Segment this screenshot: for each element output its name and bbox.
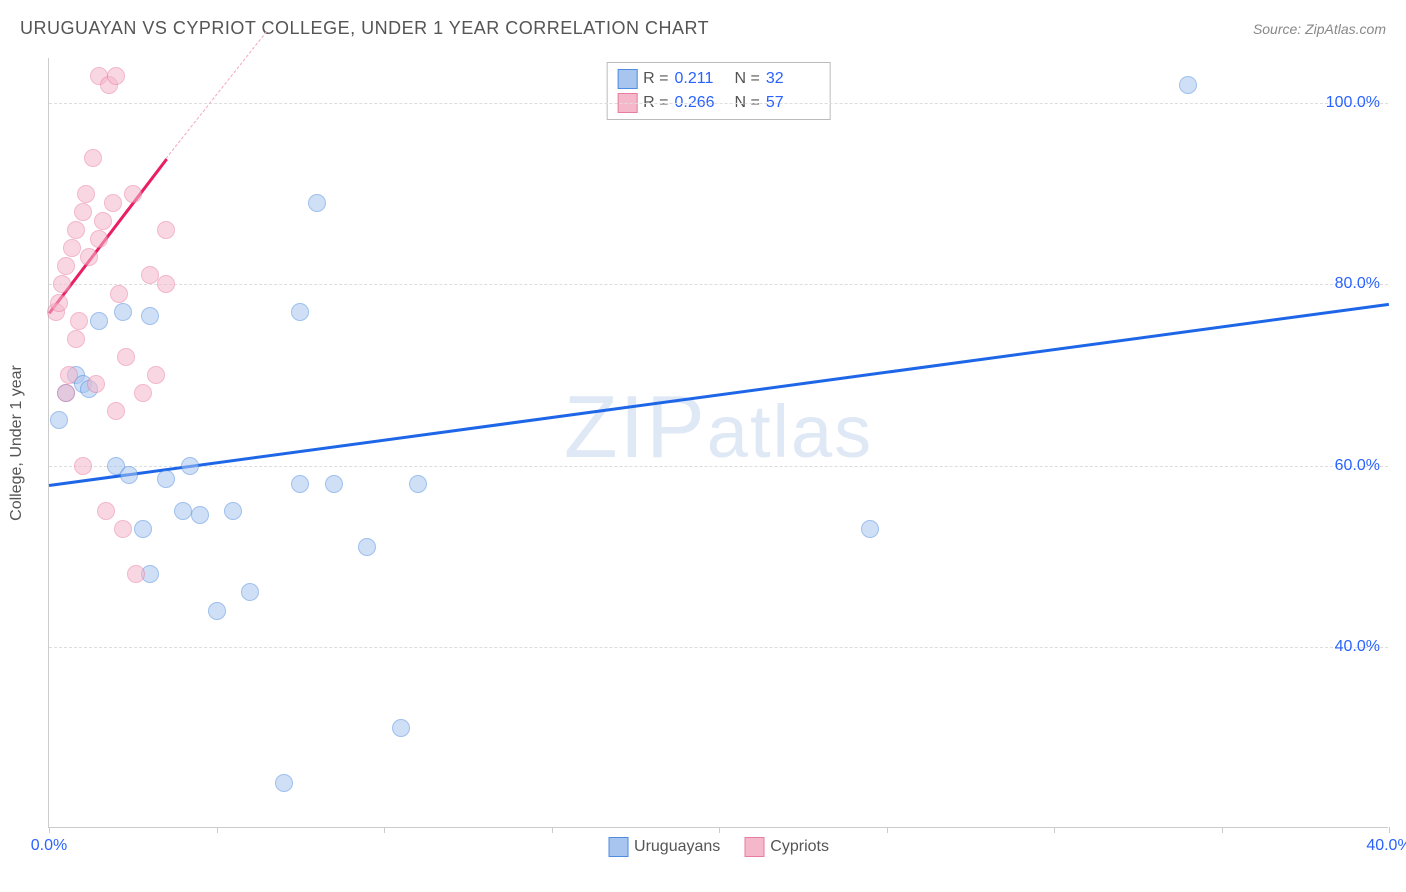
r-label: R = xyxy=(643,70,668,88)
trend-line xyxy=(49,303,1389,487)
data-point xyxy=(57,384,75,402)
y-axis-label: College, Under 1 year xyxy=(8,365,26,521)
data-point xyxy=(124,185,142,203)
data-point xyxy=(157,470,175,488)
data-point xyxy=(84,149,102,167)
data-point xyxy=(50,294,68,312)
data-point xyxy=(157,275,175,293)
data-point xyxy=(291,475,309,493)
legend-row: R = 0.211 N = 32 xyxy=(617,67,820,91)
y-tick-label: 100.0% xyxy=(1326,94,1380,112)
data-point xyxy=(275,774,293,792)
data-point xyxy=(97,502,115,520)
data-point xyxy=(60,366,78,384)
data-point xyxy=(141,307,159,325)
data-point xyxy=(53,275,71,293)
data-point xyxy=(181,457,199,475)
data-point xyxy=(208,602,226,620)
r-value: 0.211 xyxy=(675,70,729,88)
gridline xyxy=(49,103,1388,104)
x-tick xyxy=(217,827,218,833)
x-tick xyxy=(1054,827,1055,833)
data-point xyxy=(114,303,132,321)
data-point xyxy=(110,285,128,303)
data-point xyxy=(409,475,427,493)
legend-item: Uruguayans xyxy=(608,837,720,857)
x-tick xyxy=(49,827,50,833)
data-point xyxy=(191,506,209,524)
n-label: N = xyxy=(735,70,760,88)
data-point xyxy=(174,502,192,520)
data-point xyxy=(224,502,242,520)
x-tick-label: 40.0% xyxy=(1366,837,1406,855)
trend-line xyxy=(166,31,267,158)
watermark: ZIPatlas xyxy=(564,376,873,478)
data-point xyxy=(57,257,75,275)
x-tick xyxy=(719,827,720,833)
data-point xyxy=(861,520,879,538)
data-point xyxy=(74,457,92,475)
x-tick-label: 0.0% xyxy=(31,837,67,855)
data-point xyxy=(358,538,376,556)
data-point xyxy=(392,719,410,737)
series-legend: Uruguayans Cypriots xyxy=(608,837,829,857)
data-point xyxy=(127,565,145,583)
gridline xyxy=(49,284,1388,285)
data-point xyxy=(67,221,85,239)
data-point xyxy=(107,67,125,85)
data-point xyxy=(104,194,122,212)
gridline xyxy=(49,647,1388,648)
data-point xyxy=(117,348,135,366)
legend-swatch xyxy=(744,837,764,857)
data-point xyxy=(90,312,108,330)
data-point xyxy=(134,384,152,402)
chart-title: URUGUAYAN VS CYPRIOT COLLEGE, UNDER 1 YE… xyxy=(20,18,709,39)
data-point xyxy=(107,402,125,420)
legend-label: Uruguayans xyxy=(634,838,720,856)
legend-swatch xyxy=(617,69,637,89)
data-point xyxy=(308,194,326,212)
data-point xyxy=(134,520,152,538)
data-point xyxy=(87,375,105,393)
y-tick-label: 60.0% xyxy=(1335,457,1380,475)
data-point xyxy=(63,239,81,257)
y-tick-label: 80.0% xyxy=(1335,275,1380,293)
x-tick xyxy=(552,827,553,833)
x-tick xyxy=(887,827,888,833)
x-tick xyxy=(384,827,385,833)
data-point xyxy=(90,230,108,248)
data-point xyxy=(94,212,112,230)
data-point xyxy=(114,520,132,538)
x-tick xyxy=(1389,827,1390,833)
gridline xyxy=(49,466,1388,467)
data-point xyxy=(1179,76,1197,94)
data-point xyxy=(74,203,92,221)
data-point xyxy=(147,366,165,384)
y-tick-label: 40.0% xyxy=(1335,638,1380,656)
legend-swatch xyxy=(608,837,628,857)
data-point xyxy=(141,266,159,284)
data-point xyxy=(70,312,88,330)
scatter-chart: College, Under 1 year ZIPatlas R = 0.211… xyxy=(48,58,1388,828)
legend-label: Cypriots xyxy=(770,838,829,856)
data-point xyxy=(67,330,85,348)
data-point xyxy=(241,583,259,601)
correlation-legend: R = 0.211N = 32R = 0.266N = 57 xyxy=(606,62,831,120)
data-point xyxy=(77,185,95,203)
data-point xyxy=(120,466,138,484)
source-label: Source: ZipAtlas.com xyxy=(1253,21,1386,37)
n-value: 32 xyxy=(766,70,820,88)
data-point xyxy=(291,303,309,321)
data-point xyxy=(157,221,175,239)
data-point xyxy=(50,411,68,429)
data-point xyxy=(325,475,343,493)
data-point xyxy=(80,248,98,266)
legend-item: Cypriots xyxy=(744,837,829,857)
x-tick xyxy=(1222,827,1223,833)
